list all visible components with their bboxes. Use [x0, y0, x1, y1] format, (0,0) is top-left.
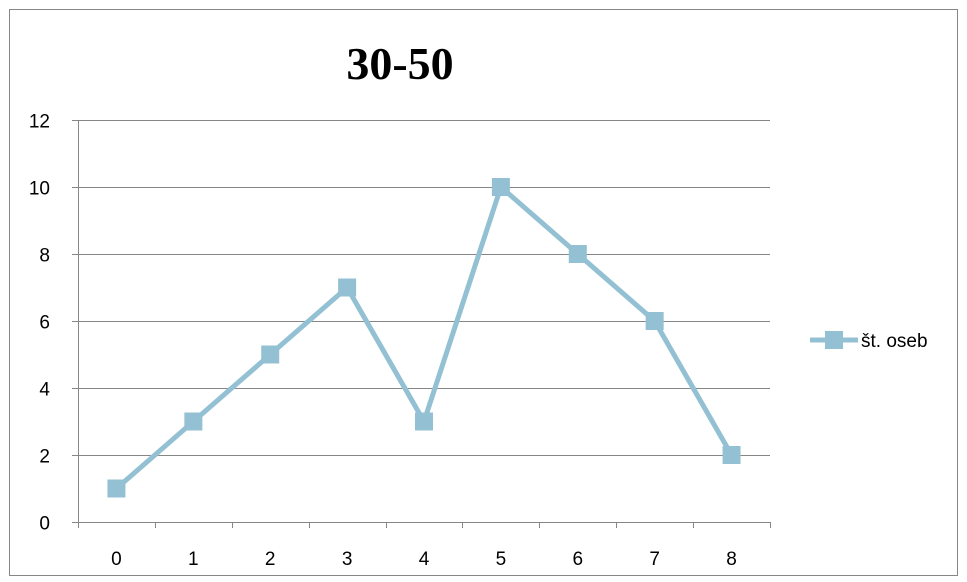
x-tick-label: 5: [496, 549, 507, 570]
chart-frame: [9, 9, 958, 576]
y-tick-label: 6: [39, 313, 50, 334]
y-tick-label: 12: [29, 112, 50, 133]
legend: št. oseb: [810, 331, 928, 352]
data-point-marker: [491, 178, 510, 196]
x-tick-label: 7: [649, 549, 660, 570]
axes: [72, 120, 771, 528]
x-tick-label: 4: [419, 549, 430, 570]
data-point-marker: [645, 312, 664, 330]
data-point-marker: [338, 278, 357, 297]
x-tick-label: 1: [188, 549, 199, 570]
data-point-marker: [722, 446, 741, 464]
data-point-marker: [184, 412, 203, 431]
x-tick-label: 8: [726, 549, 737, 570]
y-tick-label: 10: [29, 179, 50, 200]
x-tick-labels: 0 1 2 3 4 5 6 7 8: [111, 549, 737, 570]
data-point-marker: [261, 345, 280, 364]
y-tick-label: 0: [39, 514, 50, 535]
y-tick-labels: 0 2 4 6 8 10 12: [29, 112, 51, 535]
data-point-marker: [568, 245, 587, 263]
legend-marker-swatch: [825, 331, 843, 349]
y-tick-label: 2: [39, 447, 50, 468]
gridlines: [78, 120, 770, 456]
data-point-marker: [107, 479, 126, 498]
chart-title: 30-50: [346, 38, 453, 89]
y-tick-label: 8: [39, 246, 50, 267]
x-tick-label: 3: [342, 549, 353, 570]
x-tick-label: 2: [265, 549, 276, 570]
y-tick-label: 4: [39, 380, 50, 401]
data-point-marker: [415, 412, 433, 431]
x-tick-label: 6: [572, 549, 583, 570]
legend-label: št. oseb: [861, 331, 928, 352]
series-markers: [107, 178, 741, 498]
x-tick-label: 0: [111, 549, 122, 570]
